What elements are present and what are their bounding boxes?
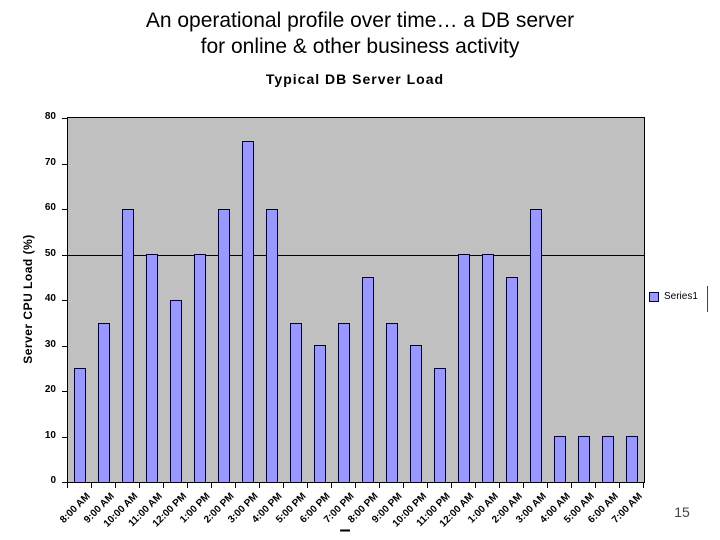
x-tick (475, 483, 476, 488)
legend-series-label: Series1 (664, 291, 698, 302)
x-tick (403, 483, 404, 488)
y-tick-label: 30 (44, 339, 56, 350)
x-tick (331, 483, 332, 488)
chart-title: Typical DB Server Load (265, 71, 445, 87)
x-tick (259, 483, 260, 488)
x-tick (91, 483, 92, 488)
bar (194, 254, 206, 482)
y-tick-label: 60 (44, 202, 56, 213)
y-tick-label: 10 (44, 430, 56, 441)
y-tick-label: 80 (44, 111, 56, 122)
legend-series-marker-icon (649, 291, 659, 302)
y-tick (62, 482, 67, 483)
y-tick (62, 391, 67, 392)
bar (458, 254, 470, 482)
x-tick (307, 483, 308, 488)
bar (362, 277, 374, 482)
bar (74, 368, 86, 482)
slide-title: An operational profile over time… a DB s… (0, 8, 720, 60)
x-tick (499, 483, 500, 488)
x-tick (115, 483, 116, 488)
bar (626, 436, 638, 482)
bar (578, 436, 590, 482)
y-tick (62, 164, 67, 165)
y-tick (62, 437, 67, 438)
legend-border-line (707, 286, 708, 312)
bar (530, 209, 542, 482)
x-tick (163, 483, 164, 488)
x-tick (187, 483, 188, 488)
x-tick (619, 483, 620, 488)
x-tick (451, 483, 452, 488)
bar (242, 141, 254, 482)
x-tick (283, 483, 284, 488)
bar (602, 436, 614, 482)
y-tick (62, 255, 67, 256)
y-tick (62, 118, 67, 119)
bar (122, 209, 134, 482)
x-tick (523, 483, 524, 488)
y-tick-label: 70 (44, 157, 56, 168)
bar (218, 209, 230, 482)
x-tick (643, 483, 644, 488)
bar (482, 254, 494, 482)
bar (314, 345, 326, 482)
x-tick (139, 483, 140, 488)
legend: Series1 (649, 291, 698, 302)
bar (386, 323, 398, 482)
y-tick (62, 209, 67, 210)
slide-title-line-2: for online & other business activity (200, 35, 520, 58)
x-tick (571, 483, 572, 488)
slide-title-line-1: An operational profile over time… a DB s… (145, 9, 575, 32)
y-tick-label: 20 (44, 384, 56, 395)
y-tick-label: 0 (50, 475, 56, 486)
gridline-50 (68, 255, 644, 256)
plot-area (67, 117, 645, 483)
bar (290, 323, 302, 482)
x-tick (211, 483, 212, 488)
bar (506, 277, 518, 482)
y-tick-label: 50 (44, 248, 56, 259)
bar (554, 436, 566, 482)
bar (410, 345, 422, 482)
page-number: 15 (674, 504, 690, 520)
x-tick (67, 483, 68, 488)
bar (434, 368, 446, 482)
footer-dash: – (339, 519, 351, 540)
x-tick (235, 483, 236, 488)
bar (338, 323, 350, 482)
x-tick (595, 483, 596, 488)
x-tick (355, 483, 356, 488)
y-tick (62, 300, 67, 301)
x-tick (427, 483, 428, 488)
bar (170, 300, 182, 482)
y-tick-label: 40 (44, 293, 56, 304)
x-tick (547, 483, 548, 488)
bar (98, 323, 110, 482)
x-tick (379, 483, 380, 488)
y-tick (62, 346, 67, 347)
bar (146, 254, 158, 482)
bar (266, 209, 278, 482)
